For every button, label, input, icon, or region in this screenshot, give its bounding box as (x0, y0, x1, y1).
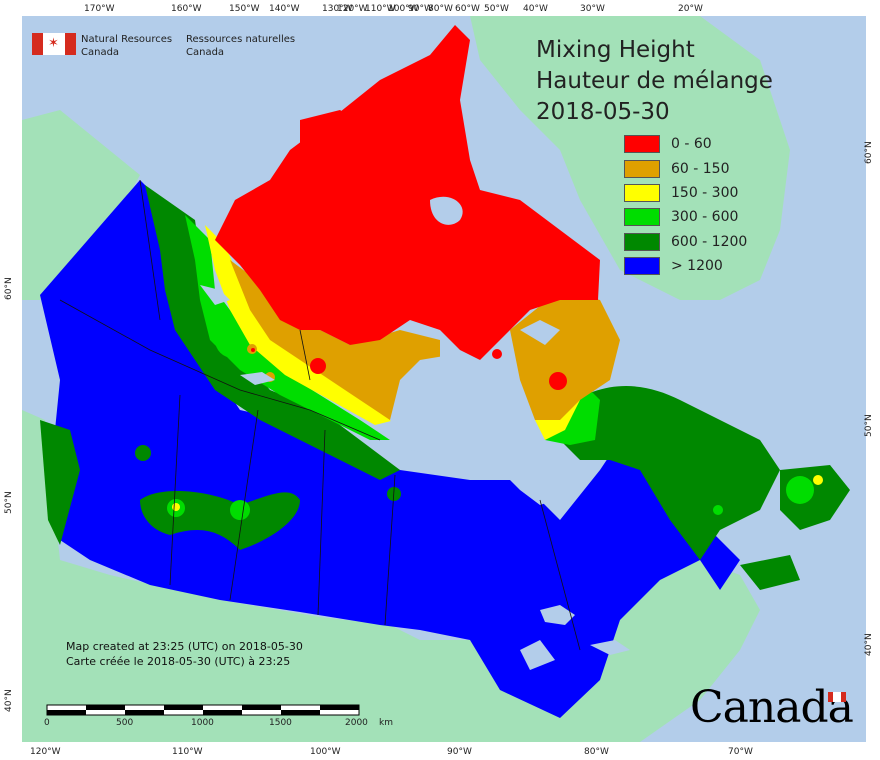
legend-label: 150 - 300 (671, 184, 739, 201)
lat-label-right: 60°N (864, 141, 874, 164)
legend-swatch (624, 159, 660, 178)
lat-label-left: 40°N (4, 689, 14, 712)
legend-label: 60 - 150 (671, 160, 730, 177)
map-title-fr: Hauteur de mélange (536, 68, 773, 94)
lon-label-top: 20°W (678, 4, 703, 14)
legend-item: 60 - 150 (624, 156, 747, 180)
credit-en: Map created at 23:25 (UTC) on 2018-05-30 (66, 640, 303, 653)
scale-label: 0 (44, 718, 50, 728)
inland-water (200, 196, 630, 670)
lon-label-top: 40°W (523, 4, 548, 14)
lon-label-top: 160°W (171, 4, 202, 14)
lon-label-top: 170°W (84, 4, 115, 14)
legend-item: > 1200 (624, 254, 747, 278)
scale-unit: km (379, 718, 393, 728)
lon-label-bottom: 80°W (584, 747, 609, 757)
legend-swatch (624, 232, 660, 251)
legend-swatch (624, 257, 660, 276)
legend-swatch (624, 208, 660, 227)
legend-item: 300 - 600 (624, 205, 747, 229)
map-date: 2018-05-30 (536, 99, 670, 125)
wordmark-flag-icon (828, 692, 846, 702)
legend-swatch (624, 135, 660, 154)
credit-fr: Carte créée le 2018-05-30 (UTC) à 23:25 (66, 655, 291, 668)
lon-label-top: 60°W (455, 4, 480, 14)
legend-item: 0 - 60 (624, 132, 747, 156)
lon-label-top: 100°W (388, 4, 419, 14)
lon-label-bottom: 90°W (447, 747, 472, 757)
lon-label-bottom: 110°W (172, 747, 203, 757)
legend-label: 600 - 1200 (671, 233, 748, 250)
lon-label-top: 110°W (365, 4, 396, 14)
lon-label-top: 140°W (269, 4, 300, 14)
legend-item: 600 - 1200 (624, 230, 747, 254)
map-title-en: Mixing Height (536, 37, 695, 63)
lon-label-bottom: 120°W (30, 747, 61, 757)
region-0-60 (215, 25, 600, 390)
region-gt1200 (40, 180, 740, 718)
lat-label-right: 50°N (864, 414, 874, 437)
lon-label-top: 130°W (322, 4, 353, 14)
lon-label-top: 30°W (580, 4, 605, 14)
legend-swatch (624, 183, 660, 202)
lon-label-top: 120°W (337, 4, 368, 14)
legend-label: 300 - 600 (671, 209, 739, 226)
lon-label-bottom: 70°W (728, 747, 753, 757)
lon-label-top: 150°W (229, 4, 260, 14)
lat-label-left: 50°N (4, 491, 14, 514)
lat-label-left: 60°N (4, 277, 14, 300)
lon-label-bottom: 100°W (310, 747, 341, 757)
province-boundaries (59, 179, 581, 651)
scale-label: 2000 (345, 718, 368, 728)
org-name-en: Natural Resources Canada (81, 34, 173, 58)
legend-label: 0 - 60 (671, 136, 712, 153)
legend: 0 - 60 60 - 150 150 - 300 300 - 600 600 … (624, 132, 747, 278)
scale-label: 1000 (191, 718, 214, 728)
scale-bar (46, 704, 360, 716)
legend-label: > 1200 (671, 258, 723, 275)
org-name-fr: Ressources naturelles Canada (186, 34, 296, 58)
lon-label-top: 80°W (428, 4, 453, 14)
lon-label-top: 90°W (408, 4, 433, 14)
canada-wordmark: Canada (690, 682, 854, 733)
lat-label-right: 40°N (864, 633, 874, 656)
scale-label: 1500 (269, 718, 292, 728)
legend-item: 150 - 300 (624, 181, 747, 205)
scale-label: 500 (116, 718, 134, 728)
canada-flag-logo: ✶ (32, 33, 76, 55)
lon-label-top: 50°W (484, 4, 509, 14)
